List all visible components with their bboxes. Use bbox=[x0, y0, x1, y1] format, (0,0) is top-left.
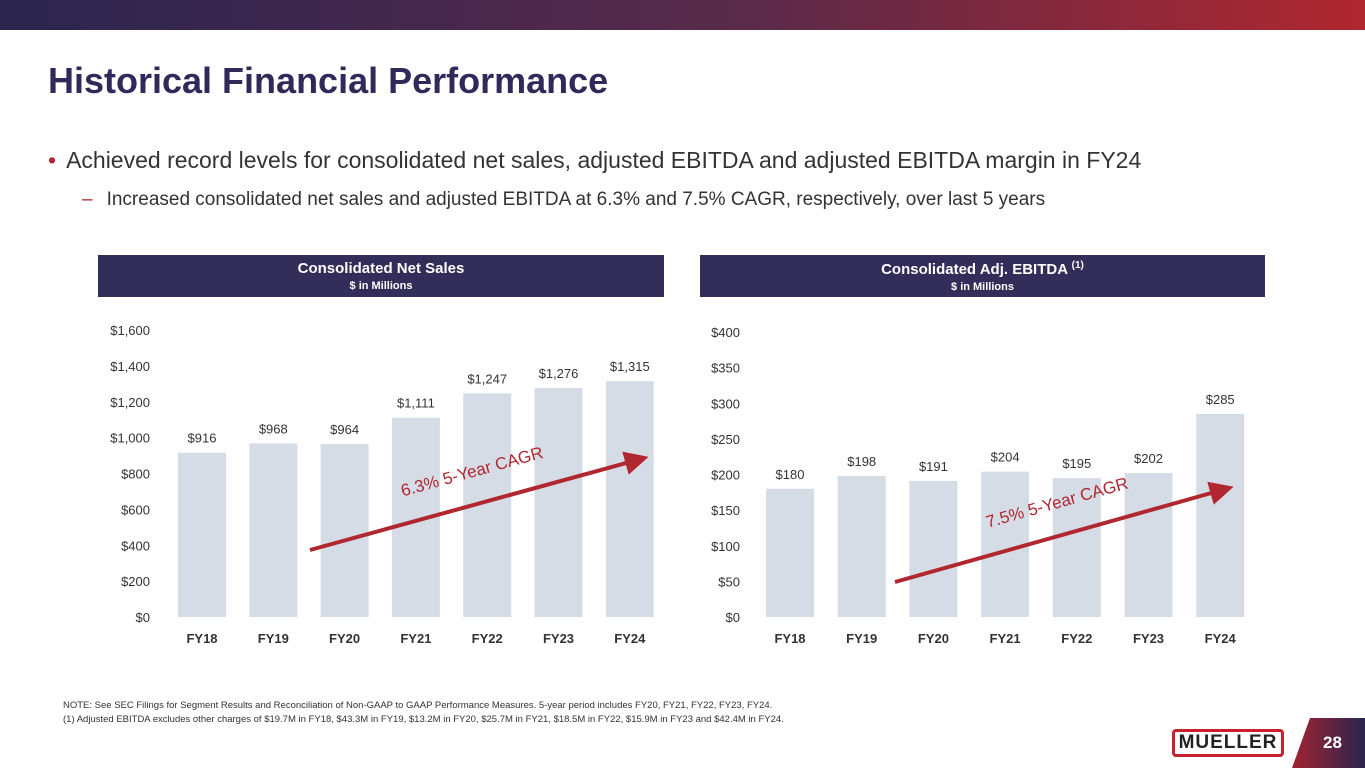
bar bbox=[766, 488, 814, 617]
top-banner bbox=[0, 0, 1365, 30]
data-label: $1,276 bbox=[539, 366, 579, 381]
y-tick-label: $50 bbox=[718, 574, 740, 589]
bar bbox=[534, 388, 583, 617]
y-tick-label: $400 bbox=[121, 538, 150, 553]
y-tick-label: $150 bbox=[711, 503, 740, 518]
x-tick-label: FY24 bbox=[1205, 631, 1237, 646]
x-tick-label: FY23 bbox=[1133, 631, 1164, 646]
x-tick-label: FY21 bbox=[400, 631, 431, 646]
net-sales-subtitle: $ in Millions bbox=[349, 280, 413, 292]
sub-bullet-text: Increased consolidated net sales and adj… bbox=[106, 189, 1046, 210]
bar bbox=[981, 471, 1030, 617]
main-bullet: • Achieved record levels for consolidated… bbox=[48, 147, 1141, 174]
y-tick-label: $800 bbox=[121, 467, 150, 482]
data-label: $204 bbox=[991, 450, 1020, 465]
data-label: $964 bbox=[330, 422, 359, 437]
ebitda-title: Consolidated Adj. EBITDA bbox=[881, 261, 1068, 278]
bar bbox=[605, 381, 654, 617]
dash-icon: – bbox=[82, 189, 93, 210]
y-tick-label: $200 bbox=[711, 468, 740, 483]
note-2: (1) Adjusted EBITDA excludes other charg… bbox=[63, 714, 784, 725]
data-label: $198 bbox=[847, 454, 876, 469]
y-tick-label: $1,600 bbox=[110, 323, 150, 338]
bar bbox=[320, 444, 369, 617]
y-tick-label: $350 bbox=[711, 361, 740, 376]
bar bbox=[837, 475, 886, 617]
data-label: $1,247 bbox=[467, 371, 507, 386]
y-tick-label: $1,200 bbox=[110, 395, 150, 410]
x-tick-label: FY22 bbox=[1061, 631, 1092, 646]
y-tick-label: $1,400 bbox=[110, 359, 150, 374]
page-number: 28 bbox=[1323, 733, 1342, 752]
y-tick-label: $600 bbox=[121, 502, 150, 517]
note-1: NOTE: See SEC Filings for Segment Result… bbox=[63, 700, 773, 711]
x-tick-label: FY19 bbox=[258, 631, 289, 646]
data-label: $202 bbox=[1134, 451, 1163, 466]
data-label: $191 bbox=[919, 459, 948, 474]
x-tick-label: FY20 bbox=[918, 631, 949, 646]
ebitda-footnote: (1) bbox=[1071, 260, 1084, 271]
data-label: $285 bbox=[1206, 392, 1235, 407]
x-tick-label: FY24 bbox=[614, 631, 646, 646]
y-tick-label: $250 bbox=[711, 432, 740, 447]
x-tick-label: FY22 bbox=[472, 631, 503, 646]
footnotes: NOTE: See SEC Filings for Segment Result… bbox=[63, 699, 784, 727]
bar bbox=[1052, 478, 1101, 617]
mueller-logo: MUELLER bbox=[1172, 729, 1284, 757]
x-tick-label: FY21 bbox=[990, 631, 1021, 646]
y-tick-label: $1,000 bbox=[110, 431, 150, 446]
bullet-icon: • bbox=[48, 147, 57, 173]
cagr-arrow bbox=[894, 481, 1234, 584]
y-tick-label: $200 bbox=[121, 574, 150, 589]
data-label: $1,111 bbox=[397, 396, 435, 411]
y-tick-label: $100 bbox=[711, 539, 740, 554]
data-label: $195 bbox=[1062, 456, 1091, 471]
x-tick-label: FY19 bbox=[846, 631, 877, 646]
x-tick-label: FY18 bbox=[774, 631, 805, 646]
y-tick-label: $400 bbox=[711, 325, 740, 340]
net-sales-title: Consolidated Net Sales bbox=[297, 260, 465, 277]
sub-bullet: – Increased consolidated net sales and ad… bbox=[82, 189, 1045, 211]
x-tick-label: FY18 bbox=[186, 631, 217, 646]
bullet-text: Achieved record levels for consolidated … bbox=[66, 147, 1142, 173]
data-label: $916 bbox=[188, 431, 217, 446]
y-tick-label: $0 bbox=[726, 610, 740, 625]
x-tick-label: FY20 bbox=[329, 631, 360, 646]
data-label: $1,315 bbox=[610, 359, 650, 374]
data-label: $968 bbox=[259, 421, 288, 436]
ebitda-header: Consolidated Adj. EBITDA (1) $ in Millio… bbox=[700, 255, 1265, 297]
y-tick-label: $300 bbox=[711, 396, 740, 411]
bar bbox=[249, 443, 298, 617]
bar bbox=[909, 480, 958, 617]
cagr-arrow bbox=[309, 451, 649, 552]
bar bbox=[1196, 413, 1245, 617]
ebitda-subtitle: $ in Millions bbox=[951, 281, 1014, 293]
x-tick-label: FY23 bbox=[543, 631, 574, 646]
net-sales-header: Consolidated Net Sales $ in Millions bbox=[98, 255, 664, 297]
page-title: Historical Financial Performance bbox=[48, 60, 609, 101]
data-label: $180 bbox=[776, 467, 805, 482]
y-tick-label: $0 bbox=[136, 610, 150, 625]
bar bbox=[178, 452, 226, 617]
bar bbox=[1124, 473, 1173, 617]
